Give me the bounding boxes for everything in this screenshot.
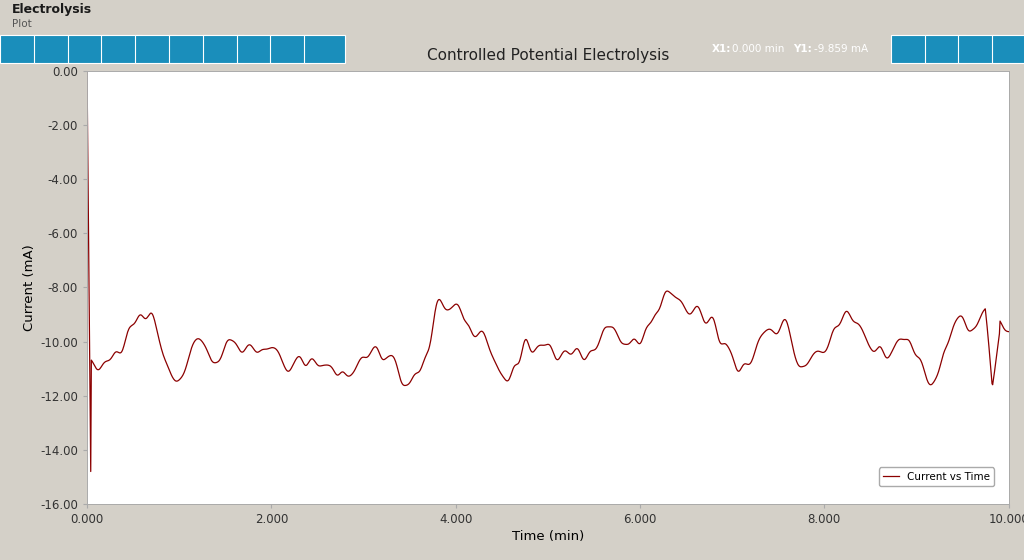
FancyBboxPatch shape: [992, 35, 1024, 63]
Y-axis label: Current (mA): Current (mA): [23, 244, 36, 331]
FancyBboxPatch shape: [270, 35, 311, 63]
FancyBboxPatch shape: [34, 35, 75, 63]
Text: X1:: X1:: [712, 44, 731, 54]
FancyBboxPatch shape: [203, 35, 244, 63]
FancyBboxPatch shape: [891, 35, 932, 63]
FancyBboxPatch shape: [304, 35, 345, 63]
FancyBboxPatch shape: [0, 35, 41, 63]
Current vs Time: [472, 330, 484, 337]
FancyBboxPatch shape: [925, 35, 966, 63]
Current vs Time: [190, 336, 203, 343]
Current vs Time: [85, 468, 97, 475]
FancyBboxPatch shape: [135, 35, 176, 63]
FancyBboxPatch shape: [958, 35, 999, 63]
Current vs Time: [81, 67, 93, 74]
Text: 0.000 min: 0.000 min: [732, 44, 784, 54]
Text: -9.859 mA: -9.859 mA: [814, 44, 868, 54]
FancyBboxPatch shape: [68, 35, 109, 63]
Text: Y1:: Y1:: [794, 44, 812, 54]
FancyBboxPatch shape: [169, 35, 210, 63]
Current vs Time: [1002, 328, 1015, 335]
FancyBboxPatch shape: [237, 35, 278, 63]
Text: Electrolysis: Electrolysis: [12, 2, 92, 16]
Current vs Time: [492, 364, 504, 371]
Line: Current vs Time: Current vs Time: [87, 71, 1009, 472]
FancyBboxPatch shape: [101, 35, 142, 63]
Title: Controlled Potential Electrolysis: Controlled Potential Electrolysis: [427, 48, 669, 63]
Text: Plot: Plot: [12, 19, 32, 29]
Current vs Time: [508, 363, 520, 370]
X-axis label: Time (min): Time (min): [512, 530, 584, 543]
Current vs Time: [606, 324, 618, 330]
Current vs Time: [153, 336, 165, 343]
Legend: Current vs Time: Current vs Time: [879, 468, 994, 486]
